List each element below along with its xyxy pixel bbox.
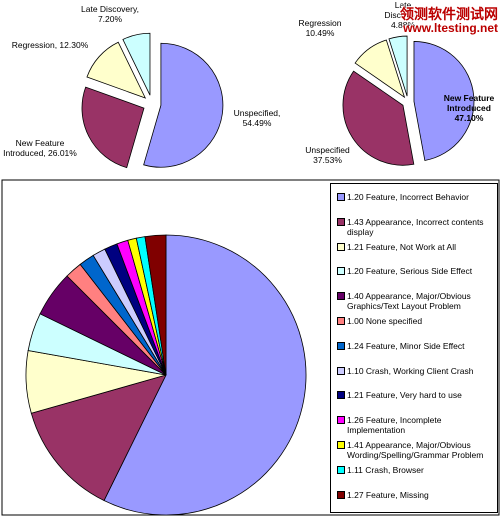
slice-label: Unspecified, 54.49% xyxy=(233,108,281,128)
legend-label: 1.20 Feature, Serious Side Effect xyxy=(347,266,473,277)
legend: 1.20 Feature, Incorrect Behavior 1.43 App… xyxy=(330,183,498,513)
pie-slice xyxy=(30,374,167,502)
pie-slice xyxy=(342,70,415,166)
pie-slice xyxy=(413,41,475,161)
pie-slice xyxy=(354,39,406,99)
legend-swatch xyxy=(337,366,345,375)
pie-slice xyxy=(103,234,307,516)
legend-swatch xyxy=(337,341,345,350)
legend-entry: 1.20 Feature, Serious Side Effect xyxy=(337,266,497,276)
pie-slice xyxy=(122,32,151,96)
slice-label: Unspecified 37.53% xyxy=(305,145,350,165)
pie-slice xyxy=(143,42,224,168)
legend-swatch xyxy=(337,292,345,301)
legend-entry: 1.27 Feature, Missing xyxy=(337,490,497,500)
legend-swatch xyxy=(337,465,345,474)
pie-slice xyxy=(144,234,167,376)
legend-label: 1.27 Feature, Missing xyxy=(347,489,429,500)
slice-label: Regression 10.49% xyxy=(298,18,342,38)
legend-label: 1.10 Crash, Working Client Crash xyxy=(347,365,474,376)
legend-label: 1.11 Crash, Browser xyxy=(347,464,424,475)
legend-swatch xyxy=(337,193,345,201)
legend-label: 1.43 Appearance, Incorrect contents disp… xyxy=(347,216,484,237)
legend-entry: 1.41 Appearance, Major/Obvious Wording/S… xyxy=(337,440,497,460)
legend-swatch xyxy=(337,391,345,400)
legend-entry: 1.11 Crash, Browser xyxy=(337,465,497,475)
legend-entry: 1.10 Crash, Working Client Crash xyxy=(337,366,497,376)
legend-label: 1.41 Appearance, Major/Obvious Wording/S… xyxy=(347,440,484,460)
legend-swatch xyxy=(337,217,345,226)
legend-entry: 1.20 Feature, Incorrect Behavior xyxy=(337,192,497,202)
legend-label: 1.24 Feature, Minor Side Effect xyxy=(347,340,465,351)
legend-swatch xyxy=(337,441,345,449)
legend-entry: 1.26 Feature, Incomplete Implementation xyxy=(337,415,497,435)
legend-swatch xyxy=(337,242,345,251)
watermark: 领测软件测试网 xyxy=(400,6,498,22)
pie-slice xyxy=(81,86,145,169)
legend-swatch xyxy=(337,317,345,325)
legend-swatch xyxy=(337,490,345,499)
slice-label: New Feature Introduced, 26.01% xyxy=(3,138,77,158)
legend-label: 1.21 Feature, Not Work at All xyxy=(347,241,456,252)
legend-entry: 1.00 None specified xyxy=(337,316,497,326)
legend-label: 1.21 Feature, Very hard to use xyxy=(347,390,462,401)
legend-entry: 1.21 Feature, Not Work at All xyxy=(337,242,497,252)
legend-label: 1.00 None specified xyxy=(347,316,423,326)
slice-label: Late Discovery, 7.20% xyxy=(81,4,139,24)
watermark: www.ltesting.net xyxy=(403,21,498,35)
slice-label: Late Discovery 4.88% xyxy=(384,0,422,30)
legend-swatch xyxy=(337,267,345,276)
legend-label: 1.20 Feature, Incorrect Behavior xyxy=(347,192,469,202)
pie-slice xyxy=(86,41,147,99)
legend-label: 1.26 Feature, Incomplete Implementation xyxy=(347,415,442,436)
legend-label: 1.40 Appearance, Major/Obvious Graphics/… xyxy=(347,291,471,312)
legend-entry: 1.40 Appearance, Major/Obvious Graphics/… xyxy=(337,291,497,311)
legend-entry: 1.43 Appearance, Incorrect contents disp… xyxy=(337,217,497,237)
legend-entry: 1.24 Feature, Minor Side Effect xyxy=(337,341,497,351)
legend-entry: 1.21 Feature, Very hard to use xyxy=(337,390,497,400)
pie-slice xyxy=(388,35,408,97)
slice-label: New Feature Introduced 47.10% xyxy=(443,93,495,123)
frame xyxy=(1,179,500,516)
legend-swatch xyxy=(337,416,345,425)
slice-label: Regression, 12.30% xyxy=(11,40,89,50)
